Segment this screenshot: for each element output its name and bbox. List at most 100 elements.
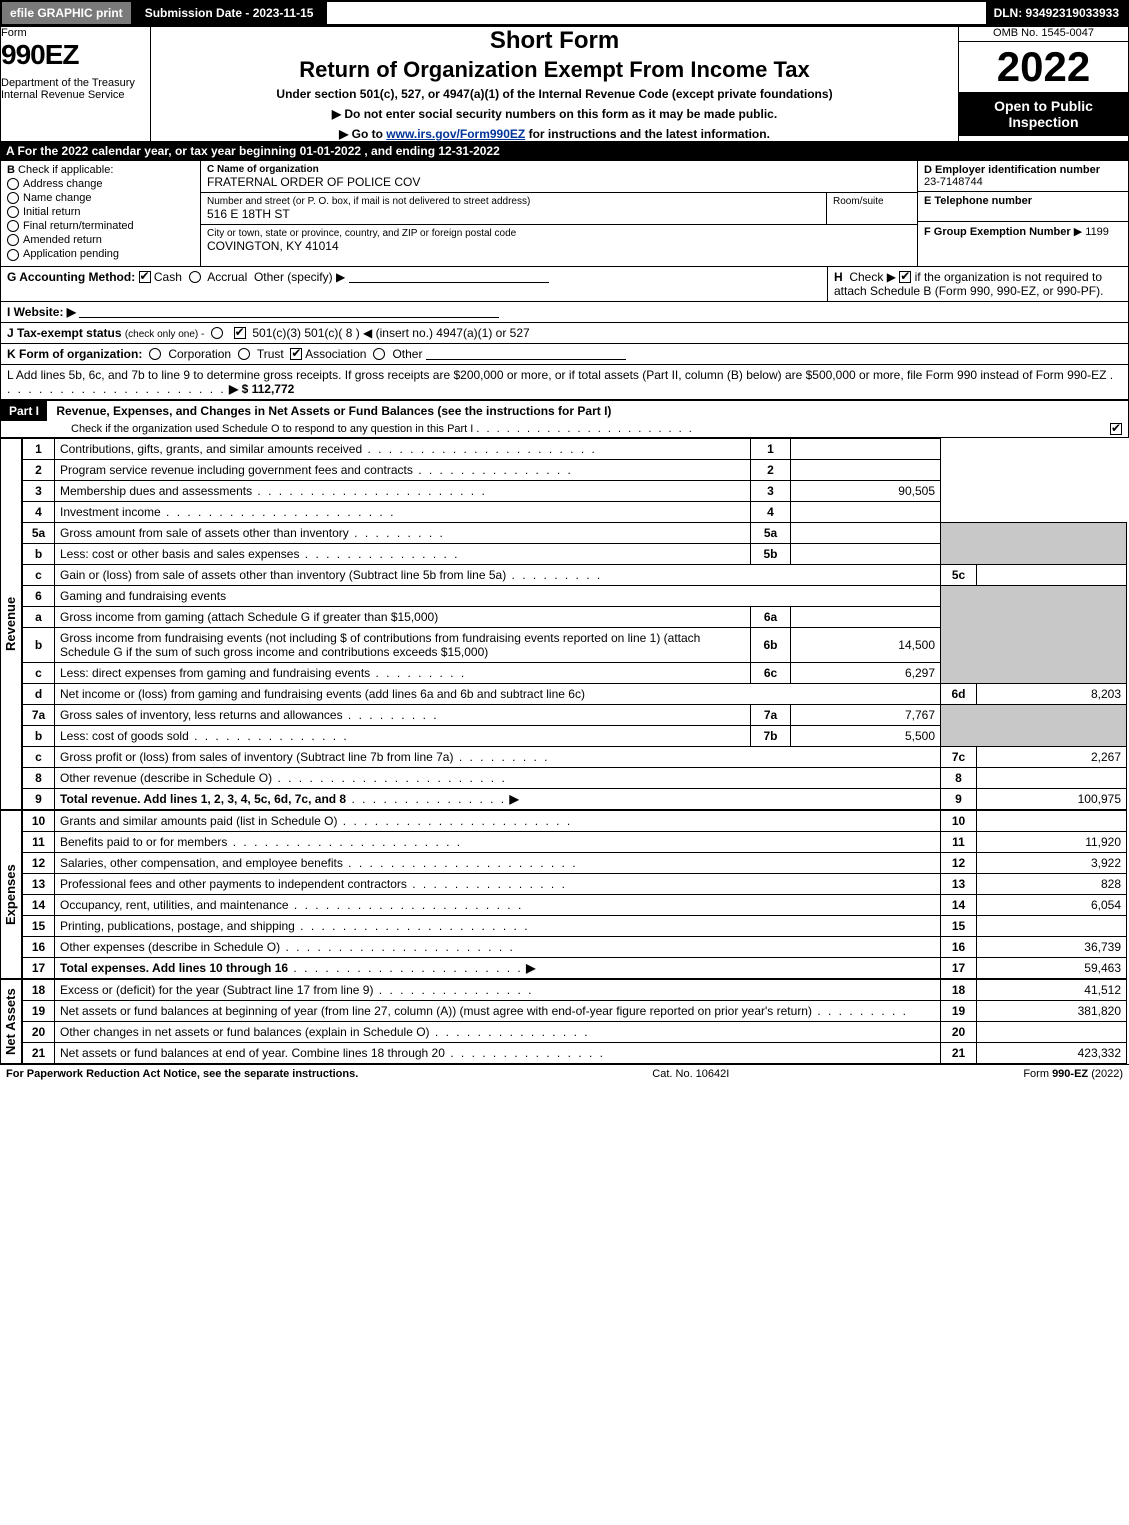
table-row: 14Occupancy, rent, utilities, and mainte… bbox=[23, 894, 1127, 915]
k-label: K Form of organization: bbox=[7, 347, 142, 361]
goto-prefix: ▶ Go to bbox=[339, 127, 386, 141]
top-bar: efile GRAPHIC print Submission Date - 20… bbox=[0, 0, 1129, 26]
chk-amended-return[interactable]: Amended return bbox=[7, 234, 194, 246]
d-label: D Employer identification number bbox=[924, 164, 1122, 176]
chk-assoc[interactable] bbox=[290, 348, 302, 360]
table-row: 18Excess or (deficit) for the year (Subt… bbox=[23, 979, 1127, 1000]
table-row: dNet income or (loss) from gaming and fu… bbox=[23, 683, 1127, 704]
footer: For Paperwork Reduction Act Notice, see … bbox=[0, 1064, 1129, 1083]
chk-name-change[interactable]: Name change bbox=[7, 192, 194, 204]
chk-sched-o[interactable] bbox=[1110, 423, 1122, 435]
h-check-text: Check ▶ bbox=[849, 270, 896, 284]
k-other-field[interactable] bbox=[426, 348, 626, 360]
footer-cat: Cat. No. 10642I bbox=[652, 1068, 729, 1080]
chk-cash[interactable] bbox=[139, 271, 151, 283]
warning-text: ▶ Do not enter social security numbers o… bbox=[151, 107, 958, 121]
efile-print-button[interactable]: efile GRAPHIC print bbox=[2, 2, 133, 24]
chk-corp[interactable] bbox=[149, 348, 161, 360]
e-label: E Telephone number bbox=[924, 195, 1122, 207]
dln-label: DLN: 93492319033933 bbox=[986, 2, 1127, 24]
table-row: 9Total revenue. Add lines 1, 2, 3, 4, 5c… bbox=[23, 788, 1127, 809]
d-val: 23-7148744 bbox=[924, 176, 1122, 188]
g-accrual: Accrual bbox=[207, 270, 247, 284]
chk-501c3[interactable] bbox=[211, 327, 223, 339]
part-i-heading: Revenue, Expenses, and Changes in Net As… bbox=[50, 401, 617, 421]
subtitle: Under section 501(c), 527, or 4947(a)(1)… bbox=[151, 87, 958, 101]
chk-h[interactable] bbox=[899, 271, 911, 283]
form-right: OMB No. 1545-0047 2022 Open to Public In… bbox=[959, 27, 1129, 142]
table-row: 20Other changes in net assets or fund ba… bbox=[23, 1021, 1127, 1042]
side-revenue: Revenue bbox=[0, 438, 22, 810]
g-label: G Accounting Method: bbox=[7, 270, 135, 284]
title-short-form: Short Form bbox=[151, 27, 958, 55]
table-row: 1Contributions, gifts, grants, and simil… bbox=[23, 438, 1127, 459]
f-label: F Group Exemption Number bbox=[924, 226, 1071, 238]
chk-trust[interactable] bbox=[238, 348, 250, 360]
g-other-field[interactable] bbox=[349, 271, 549, 283]
section-gh: G Accounting Method: Cash Accrual Other … bbox=[0, 267, 1129, 302]
l-amount: ▶ $ 112,772 bbox=[229, 382, 294, 396]
part-i-sub: Check if the organization used Schedule … bbox=[71, 423, 473, 435]
j-opts: 501(c)(3) 501(c)( 8 ) ◀ (insert no.) 494… bbox=[252, 326, 529, 340]
table-row: 5aGross amount from sale of assets other… bbox=[23, 522, 1127, 543]
j-label: J Tax-exempt status bbox=[7, 326, 122, 340]
table-row: 7aGross sales of inventory, less returns… bbox=[23, 704, 1127, 725]
dept-label: Department of the Treasury Internal Reve… bbox=[1, 77, 150, 101]
revenue-table: 1Contributions, gifts, grants, and simil… bbox=[22, 438, 1127, 810]
expenses-section: Expenses 10Grants and similar amounts pa… bbox=[0, 810, 1129, 979]
open-public-inspection: Open to Public Inspection bbox=[959, 92, 1128, 136]
part-i-label: Part I bbox=[1, 401, 47, 421]
section-c: C Name of organization FRATERNAL ORDER O… bbox=[201, 161, 918, 266]
chk-accrual[interactable] bbox=[189, 271, 201, 283]
c-name-label: C Name of organization bbox=[207, 164, 911, 175]
table-row: cGross profit or (loss) from sales of in… bbox=[23, 746, 1127, 767]
omb-number: OMB No. 1545-0047 bbox=[959, 27, 1128, 42]
table-row: 15Printing, publications, postage, and s… bbox=[23, 915, 1127, 936]
revenue-section: Revenue 1Contributions, gifts, grants, a… bbox=[0, 438, 1129, 810]
chk-initial-return[interactable]: Initial return bbox=[7, 206, 194, 218]
table-row: 3Membership dues and assessments390,505 bbox=[23, 480, 1127, 501]
section-i: I Website: ▶ bbox=[0, 302, 1129, 323]
topbar-spacer bbox=[327, 2, 985, 24]
chk-501c[interactable] bbox=[234, 327, 246, 339]
chk-address-change[interactable]: Address change bbox=[7, 178, 194, 190]
section-k: K Form of organization: Corporation Trus… bbox=[0, 344, 1129, 365]
section-def: D Employer identification number 23-7148… bbox=[918, 161, 1128, 266]
b-text: Check if applicable: bbox=[18, 164, 113, 176]
room-label: Room/suite bbox=[833, 196, 911, 207]
table-row: 2Program service revenue including gover… bbox=[23, 459, 1127, 480]
table-row: cGain or (loss) from sale of assets othe… bbox=[23, 564, 1127, 585]
table-row: 6Gaming and fundraising events bbox=[23, 585, 1127, 606]
goto-suffix: for instructions and the latest informat… bbox=[525, 127, 770, 141]
c-name-val: FRATERNAL ORDER OF POLICE COV bbox=[207, 175, 911, 189]
form-center: Short Form Return of Organization Exempt… bbox=[151, 27, 959, 142]
goto-line: ▶ Go to www.irs.gov/Form990EZ for instru… bbox=[151, 127, 958, 141]
f-val: ▶ 1199 bbox=[1074, 226, 1109, 238]
city-val: COVINGTON, KY 41014 bbox=[207, 239, 911, 253]
table-row: 11Benefits paid to or for members1111,92… bbox=[23, 831, 1127, 852]
section-l: L Add lines 5b, 6c, and 7b to line 9 to … bbox=[0, 365, 1129, 400]
irs-link[interactable]: www.irs.gov/Form990EZ bbox=[386, 127, 525, 141]
section-b-row: B Check if applicable: Address change Na… bbox=[0, 160, 1129, 267]
side-expenses: Expenses bbox=[0, 810, 22, 979]
table-row: 21Net assets or fund balances at end of … bbox=[23, 1042, 1127, 1063]
form-number: 990EZ bbox=[1, 39, 150, 71]
section-a: A For the 2022 calendar year, or tax yea… bbox=[0, 142, 1129, 160]
chk-application-pending[interactable]: Application pending bbox=[7, 248, 194, 260]
addr-label: Number and street (or P. O. box, if mail… bbox=[207, 196, 820, 207]
i-label: I Website: ▶ bbox=[7, 305, 76, 319]
b-label: B bbox=[7, 164, 15, 176]
section-j: J Tax-exempt status (check only one) - 5… bbox=[0, 323, 1129, 344]
website-field[interactable] bbox=[79, 306, 499, 318]
chk-other[interactable] bbox=[373, 348, 385, 360]
chk-final-return[interactable]: Final return/terminated bbox=[7, 220, 194, 232]
table-row: 4Investment income4 bbox=[23, 501, 1127, 522]
addr-val: 516 E 18TH ST bbox=[207, 207, 820, 221]
tax-year: 2022 bbox=[959, 46, 1128, 88]
city-label: City or town, state or province, country… bbox=[207, 228, 911, 239]
table-row: 16Other expenses (describe in Schedule O… bbox=[23, 936, 1127, 957]
table-row: 12Salaries, other compensation, and empl… bbox=[23, 852, 1127, 873]
submission-date: Submission Date - 2023-11-15 bbox=[133, 2, 328, 24]
form-label: Form bbox=[1, 27, 150, 39]
part-i-header: Part I Revenue, Expenses, and Changes in… bbox=[0, 400, 1129, 438]
